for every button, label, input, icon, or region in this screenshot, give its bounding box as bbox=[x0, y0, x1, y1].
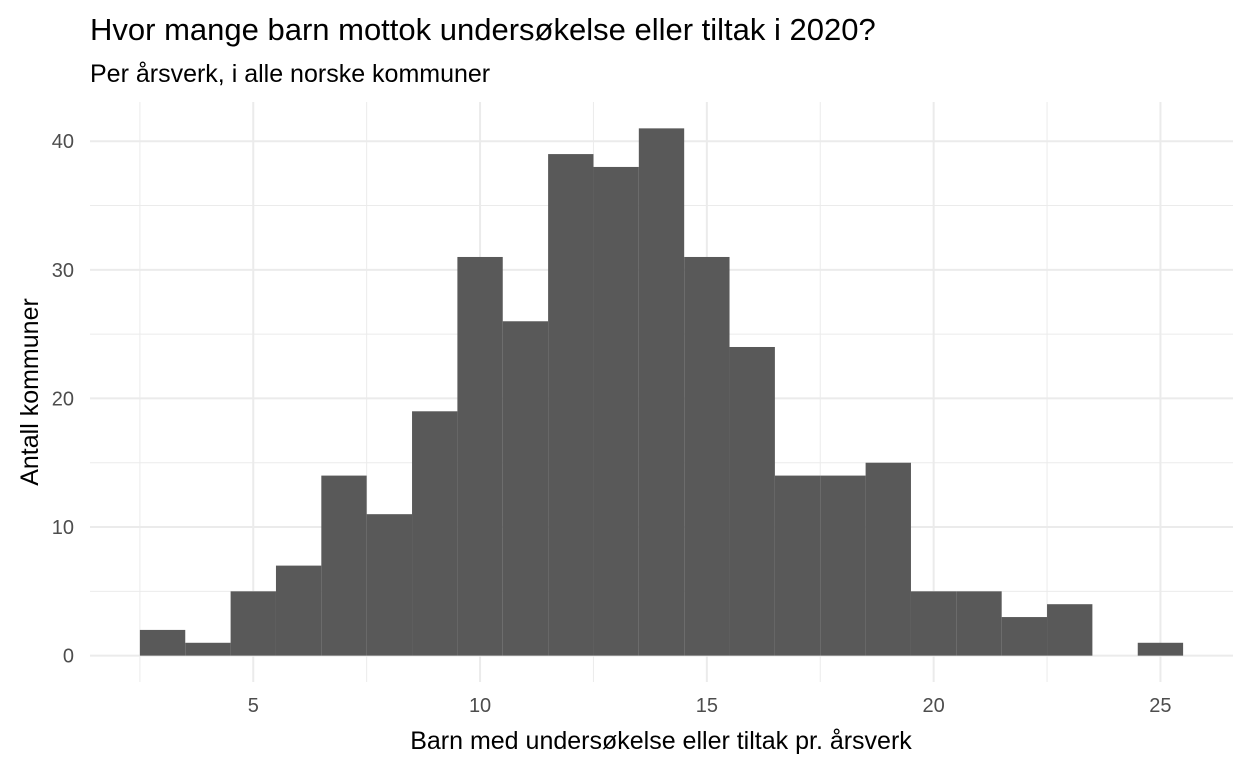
histogram-bar-13 bbox=[729, 346, 775, 656]
x-tick-label: 25 bbox=[1149, 695, 1171, 717]
x-tick-label: 15 bbox=[696, 695, 718, 717]
histogram-bars bbox=[139, 128, 1184, 656]
histogram-bar-11 bbox=[638, 128, 685, 656]
chart-subtitle: Per årsverk, i alle norske kommuner bbox=[90, 60, 491, 88]
y-tick-label: 30 bbox=[52, 260, 74, 282]
histogram-bar-7 bbox=[457, 256, 503, 656]
y-axis-label: Antall kommuner bbox=[16, 298, 44, 486]
histogram-bar-12 bbox=[684, 256, 730, 656]
y-tick-label: 20 bbox=[52, 388, 74, 410]
y-tick-label: 40 bbox=[52, 131, 74, 153]
histogram-bar-19 bbox=[1001, 617, 1048, 656]
chart-title: Hvor mange barn mottok undersøkelse elle… bbox=[90, 12, 876, 47]
histogram-bar-17 bbox=[910, 591, 957, 656]
histogram-bar-3 bbox=[275, 565, 322, 656]
histogram-bar-15 bbox=[820, 475, 866, 656]
histogram-bar-5 bbox=[366, 514, 413, 656]
histogram-bar-6 bbox=[412, 411, 458, 656]
histogram-bar-20 bbox=[1047, 604, 1093, 656]
x-tick-label: 5 bbox=[248, 695, 259, 717]
histogram-bar-2 bbox=[230, 591, 276, 656]
histogram-bar-18 bbox=[956, 591, 1002, 656]
histogram-bar-16 bbox=[865, 462, 911, 656]
histogram-bar-1 bbox=[185, 642, 231, 656]
histogram-bar-10 bbox=[593, 166, 639, 656]
y-tick-label: 10 bbox=[52, 517, 74, 539]
x-axis-label: Barn med undersøkelse eller tiltak pr. å… bbox=[410, 727, 912, 755]
x-tick-label: 20 bbox=[923, 695, 945, 717]
histogram-bar-4 bbox=[321, 475, 367, 656]
x-tick-label: 10 bbox=[469, 695, 491, 717]
histogram-bar-14 bbox=[774, 475, 821, 656]
tick-labels: 0 10 20 30 40 5 10 15 20 25 bbox=[52, 131, 1172, 717]
histogram-bar-9 bbox=[548, 154, 594, 656]
y-tick-label: 0 bbox=[63, 646, 74, 668]
histogram-bar-0 bbox=[139, 629, 186, 656]
histogram-bar-22 bbox=[1137, 642, 1184, 656]
histogram-bar-8 bbox=[502, 321, 549, 656]
